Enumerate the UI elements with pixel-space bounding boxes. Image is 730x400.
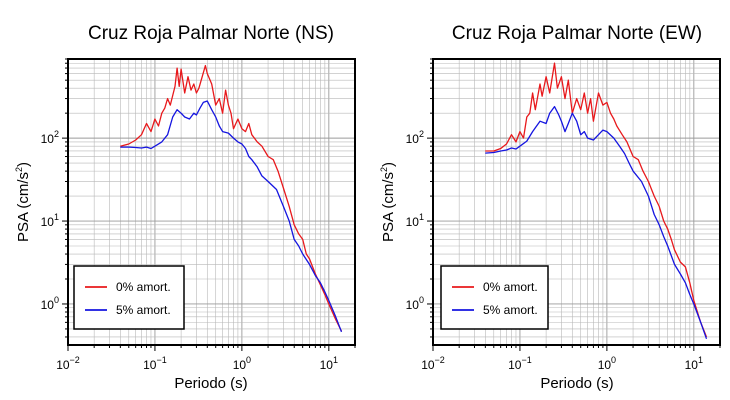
x-tick-label-exponent: 1 [333, 355, 338, 365]
y-tick-label-exponent: 1 [419, 212, 424, 222]
x-tick-label-base: 10 [685, 358, 699, 372]
y-tick-label-exponent: 0 [419, 295, 424, 305]
x-tick-label: 10−2 [421, 355, 445, 372]
x-tick-label-base: 10 [233, 358, 247, 372]
x-tick-label: 101 [320, 355, 338, 372]
series-group [485, 62, 708, 340]
series-line-red [485, 62, 708, 338]
y-tick-label-exponent: 0 [54, 295, 59, 305]
y-tick-label-base: 10 [41, 298, 55, 312]
y-axis-label-close: ) [380, 162, 397, 167]
x-tick-label-exponent: −1 [521, 355, 531, 365]
legend-box [73, 265, 185, 330]
x-axis: 10−2 10−1 100 101 [421, 345, 721, 372]
legend-label: 5% amort. [483, 303, 538, 317]
x-tick-label-base: 10 [508, 358, 522, 372]
x-tick-label: 100 [233, 355, 251, 372]
y-tick-label-exponent: 1 [54, 212, 59, 222]
series-line-blue [120, 100, 343, 333]
legend-label: 5% amort. [116, 303, 171, 317]
x-tick-label-exponent: 0 [246, 355, 251, 365]
y-tick-label-exponent: 2 [54, 129, 59, 139]
y-tick-label-base: 10 [41, 132, 55, 146]
x-tick-label-exponent: −2 [70, 355, 80, 365]
x-tick-label: 10−1 [508, 355, 532, 372]
x-tick-label-base: 10 [56, 358, 70, 372]
y-axis-label: PSA (cm/s2) [14, 162, 32, 242]
y-tick-label-base: 10 [406, 298, 420, 312]
x-tick-label: 100 [598, 355, 616, 372]
legend-label: 0% amort. [116, 280, 171, 294]
y-tick-label: 102 [41, 129, 59, 146]
x-tick-label-exponent: 0 [611, 355, 616, 365]
series-group [120, 64, 343, 333]
x-tick-label-exponent: 1 [698, 355, 703, 365]
plot-frame [67, 58, 356, 346]
x-axis-label: Periodo (s) [540, 375, 613, 392]
plot-frame [432, 58, 721, 346]
grid [67, 58, 356, 345]
x-axis: 10−2 10−1 100 101 [56, 345, 356, 372]
y-tick-label: 100 [41, 295, 59, 312]
x-tick-label: 10−1 [143, 355, 167, 372]
y-tick-label-exponent: 2 [419, 129, 424, 139]
y-tick-label-base: 10 [41, 215, 55, 229]
legend: 0% amort. 5% amort. [440, 265, 549, 330]
y-axis-label-main: PSA (cm/s [380, 172, 397, 242]
chart-title: Cruz Roja Palmar Norte (NS) [88, 23, 334, 44]
x-tick-label-exponent: −2 [435, 355, 445, 365]
x-tick-label-base: 10 [421, 358, 435, 372]
x-tick-label: 101 [685, 355, 703, 372]
y-tick-label-base: 10 [406, 215, 420, 229]
x-tick-label-base: 10 [143, 358, 157, 372]
x-tick-label-base: 10 [320, 358, 334, 372]
y-tick-label: 102 [406, 129, 424, 146]
y-axis-label-exponent: 2 [14, 167, 24, 172]
y-axis-label-exponent: 2 [379, 167, 389, 172]
y-tick-label: 101 [406, 212, 424, 229]
y-tick-label: 101 [41, 212, 59, 229]
y-tick-label-base: 10 [406, 132, 420, 146]
y-axis-label: PSA (cm/s2) [379, 162, 397, 242]
x-tick-label-base: 10 [598, 358, 612, 372]
x-tick-label: 10−2 [56, 355, 80, 372]
series-line-blue [485, 105, 708, 340]
chart-title: Cruz Roja Palmar Norte (EW) [452, 23, 702, 44]
legend-box [440, 265, 549, 330]
y-tick-label: 100 [406, 295, 424, 312]
y-axis-label-close: ) [15, 162, 32, 167]
y-axis-label-main: PSA (cm/s [15, 172, 32, 242]
x-axis-label: Periodo (s) [174, 375, 247, 392]
x-tick-label-exponent: −1 [156, 355, 166, 365]
legend-label: 0% amort. [483, 280, 538, 294]
legend: 0% amort. 5% amort. [73, 265, 185, 330]
series-line-red [120, 64, 343, 332]
